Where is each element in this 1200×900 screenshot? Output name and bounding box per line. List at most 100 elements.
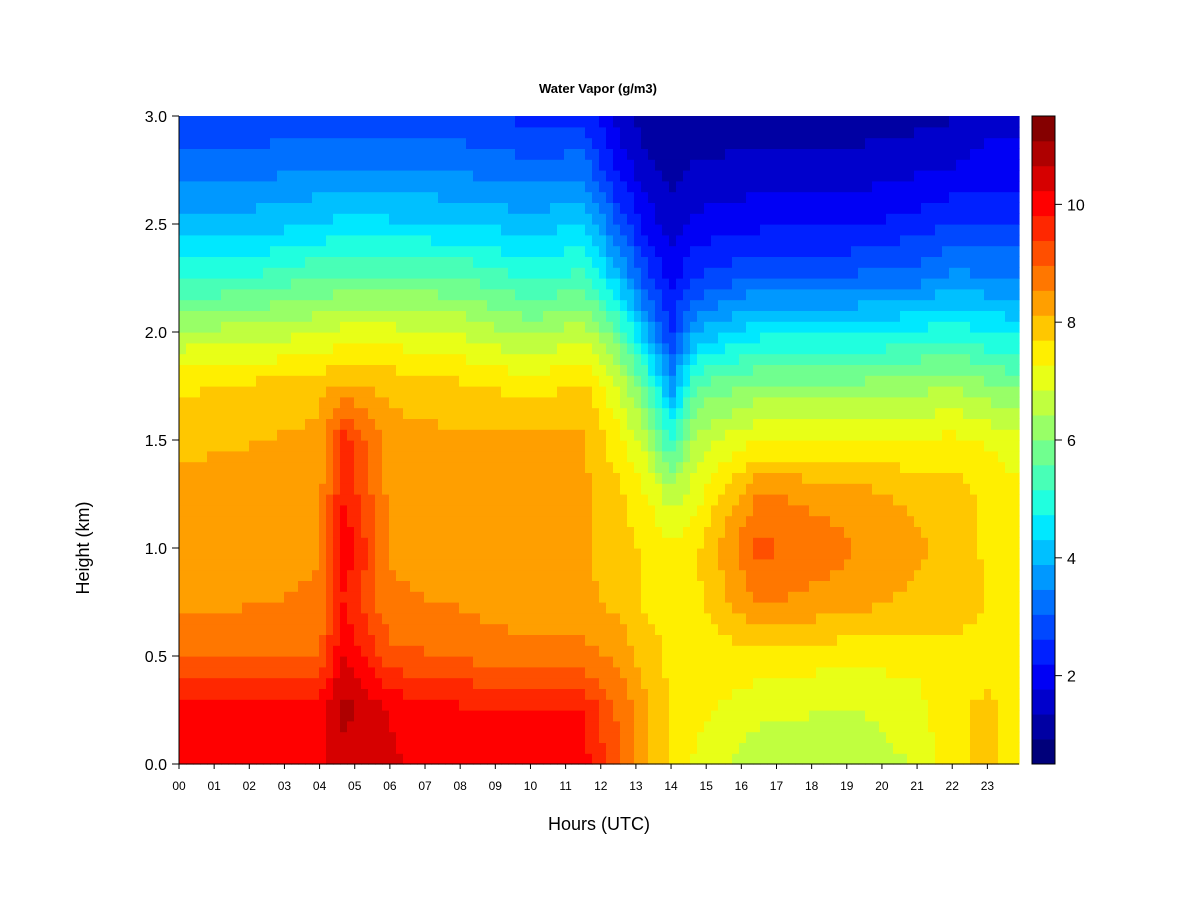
heatmap-cell	[613, 720, 621, 733]
heatmap-cell	[249, 666, 257, 679]
heatmap-cell	[578, 137, 586, 149]
heatmap-cell	[403, 483, 411, 495]
heatmap-cell	[368, 224, 376, 236]
heatmap-cell	[648, 526, 656, 538]
heatmap-cell	[347, 148, 355, 160]
heatmap-cell	[683, 612, 691, 625]
heatmap-cell	[403, 494, 411, 506]
heatmap-cell	[564, 342, 572, 355]
heatmap-cell	[298, 310, 306, 322]
heatmap-cell	[298, 591, 306, 603]
heatmap-cell	[256, 353, 264, 365]
heatmap-cell	[550, 515, 558, 527]
heatmap-cell	[634, 677, 642, 689]
heatmap-cell	[501, 299, 509, 311]
heatmap-cell	[228, 353, 236, 365]
heatmap-cell	[669, 656, 677, 668]
heatmap-cell	[326, 396, 334, 409]
heatmap-cell	[361, 742, 369, 754]
heatmap-cell	[508, 472, 516, 484]
heatmap-cell	[662, 245, 670, 257]
heatmap-cell	[578, 634, 586, 646]
heatmap-cell	[186, 720, 194, 733]
heatmap-cell	[585, 126, 593, 139]
heatmap-cell	[312, 375, 320, 387]
heatmap-cell	[697, 645, 705, 657]
heatmap-cell	[746, 461, 754, 473]
heatmap-cell	[648, 256, 656, 268]
heatmap-cell	[669, 321, 677, 333]
heatmap-cell	[536, 310, 544, 322]
heatmap-cell	[179, 418, 187, 430]
heatmap-cell	[284, 364, 292, 376]
heatmap-cell	[340, 234, 348, 247]
heatmap-cell	[284, 731, 292, 743]
heatmap-cell	[704, 634, 712, 646]
heatmap-cell	[683, 364, 691, 376]
heatmap-cell	[417, 256, 425, 268]
heatmap-cell	[739, 213, 747, 225]
heatmap-cell	[368, 310, 376, 322]
heatmap-cell	[676, 256, 684, 268]
heatmap-cell	[242, 461, 250, 473]
heatmap-cell	[270, 623, 278, 635]
heatmap-cell	[424, 526, 432, 538]
heatmap-cell	[277, 288, 285, 301]
heatmap-cell	[340, 278, 348, 290]
heatmap-cell	[718, 342, 726, 355]
heatmap-cell	[403, 321, 411, 333]
heatmap-cell	[550, 634, 558, 646]
heatmap-cell	[319, 472, 327, 484]
heatmap-cell	[347, 558, 355, 571]
heatmap-cell	[242, 342, 250, 355]
heatmap-cell	[627, 364, 635, 376]
heatmap-cell	[396, 332, 404, 344]
heatmap-cell	[284, 353, 292, 365]
heatmap-cell	[641, 170, 649, 182]
heatmap-cell	[508, 688, 516, 700]
heatmap-cell	[193, 342, 201, 355]
heatmap-cell	[655, 342, 663, 355]
heatmap-cell	[585, 278, 593, 290]
heatmap-cell	[333, 483, 341, 495]
heatmap-cell	[627, 472, 635, 484]
heatmap-cell	[375, 386, 383, 398]
heatmap-cell	[263, 245, 271, 257]
heatmap-cell	[396, 170, 404, 182]
heatmap-cell	[641, 699, 649, 711]
heatmap-cell	[613, 234, 621, 247]
heatmap-cell	[452, 418, 460, 430]
heatmap-cell	[711, 256, 719, 268]
heatmap-cell	[515, 591, 523, 603]
heatmap-cell	[613, 526, 621, 538]
heatmap-cell	[396, 483, 404, 495]
heatmap-cell	[459, 126, 467, 139]
heatmap-cell	[375, 202, 383, 214]
heatmap-cell	[361, 666, 369, 679]
heatmap-cell	[459, 342, 467, 355]
heatmap-cell	[431, 731, 439, 743]
heatmap-cell	[480, 656, 488, 668]
heatmap-cell	[739, 342, 747, 355]
heatmap-cell	[501, 634, 509, 646]
heatmap-cell	[375, 170, 383, 182]
heatmap-cell	[480, 245, 488, 257]
heatmap-cell	[725, 321, 733, 333]
heatmap-cell	[690, 429, 698, 441]
heatmap-cell	[277, 461, 285, 473]
heatmap-cell	[200, 623, 208, 635]
heatmap-cell	[676, 213, 684, 225]
heatmap-cell	[284, 742, 292, 754]
heatmap-cell	[340, 332, 348, 344]
heatmap-cell	[235, 126, 243, 139]
heatmap-cell	[207, 753, 215, 765]
heatmap-cell	[277, 407, 285, 419]
heatmap-cell	[683, 450, 691, 463]
heatmap-cell	[753, 234, 761, 247]
heatmap-cell	[396, 612, 404, 625]
heatmap-cell	[214, 213, 222, 225]
heatmap-cell	[592, 450, 600, 463]
heatmap-cell	[690, 191, 698, 203]
heatmap-cell	[347, 699, 355, 711]
heatmap-cell	[284, 321, 292, 333]
